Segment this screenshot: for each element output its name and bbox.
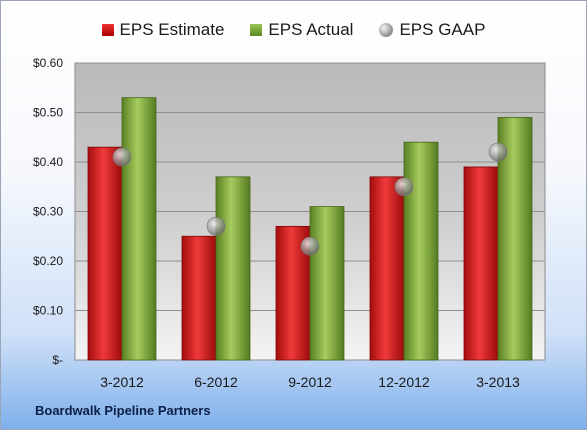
legend-swatch-actual	[250, 24, 263, 36]
bar-actual	[309, 206, 345, 361]
legend-item-estimate: EPS Estimate	[101, 20, 225, 40]
chart-svg: $- $0.10 $0.20 $0.30 $0.40 $0.50 $0.60 3-2012 6…	[33, 56, 546, 390]
x-tick-label: 3-2013	[476, 374, 520, 390]
y-tick-label: $0.20	[33, 254, 63, 268]
company-name: Boardwalk Pipeline Partners	[35, 403, 211, 418]
legend-item-actual: EPS Actual	[250, 20, 353, 40]
x-axis: 3-2012 6-2012 9-2012 12-2012 3-2013	[100, 374, 520, 390]
x-tick-label: 9-2012	[288, 374, 332, 390]
y-tick-label: $0.50	[33, 106, 63, 120]
bar-estimate	[463, 166, 499, 361]
legend-swatch-estimate	[101, 24, 114, 36]
legend-label-gaap: EPS GAAP	[399, 20, 486, 39]
legend-swatch-gaap	[379, 23, 394, 37]
point-gaap	[394, 177, 414, 197]
x-tick-label: 3-2012	[100, 374, 144, 390]
bar-actual	[403, 141, 439, 361]
y-tick-label: $-	[52, 353, 63, 367]
legend-item-gaap: EPS GAAP	[379, 20, 485, 40]
point-gaap	[112, 147, 132, 167]
point-gaap	[300, 236, 320, 256]
y-tick-label: $0.60	[33, 56, 63, 70]
legend: EPS Estimate EPS Actual EPS GAAP	[1, 18, 586, 42]
x-tick-label: 6-2012	[194, 374, 238, 390]
legend-label-estimate: EPS Estimate	[119, 20, 225, 39]
bar-estimate	[87, 146, 123, 361]
bar-actual	[121, 97, 157, 361]
y-tick-label: $0.10	[33, 304, 63, 318]
y-axis: $- $0.10 $0.20 $0.30 $0.40 $0.50 $0.60	[33, 56, 63, 367]
y-tick-label: $0.30	[33, 205, 63, 219]
gaap-points	[112, 142, 508, 256]
bar-actual	[215, 176, 251, 361]
point-gaap	[488, 142, 508, 162]
point-gaap	[206, 217, 226, 236]
legend-label-actual: EPS Actual	[268, 20, 354, 39]
y-tick-label: $0.40	[33, 155, 63, 169]
bar-estimate	[181, 235, 217, 361]
x-tick-label: 12-2012	[378, 374, 430, 390]
bar-estimate	[369, 176, 405, 361]
